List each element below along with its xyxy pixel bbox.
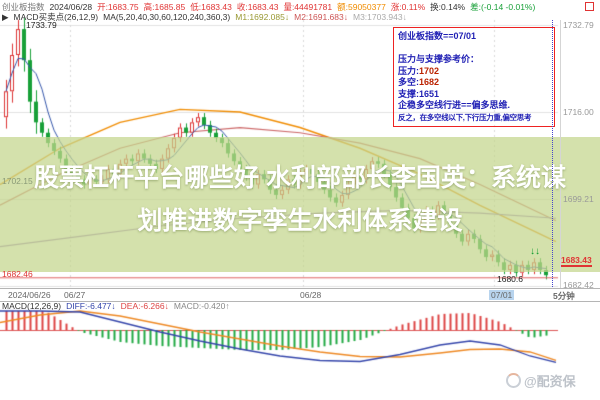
stat-item: 额:59050377 (337, 2, 386, 12)
annotation-line: 压力与支撑参考价： (398, 54, 480, 64)
annotation-line: 企稳多空线行进==偏多思维. (398, 100, 511, 110)
stat-item: ▶ (2, 12, 9, 22)
stat-item: 收:1683.43 (236, 2, 279, 12)
article-headline-overlay: 股票杠杆平台哪些好 水利部部长李国英：系统谋 划推进数字孪生水利体系建设 (0, 150, 600, 250)
crosshair-vline[interactable] (552, 20, 553, 297)
x-axis-date-3: 06/28 (300, 290, 322, 300)
stat-item: M1:1692.085↓ (235, 12, 290, 22)
stat-item: 开:1683.75 (97, 2, 139, 12)
annotation-line: 多空:1682 (398, 77, 440, 87)
buy-signal-arrows-icon: ↓↓ (530, 246, 540, 257)
stat-item: 创业板指数 (2, 2, 45, 12)
axis-divider (560, 20, 561, 288)
analysis-annotation-box: 创业板指数==07/01 压力与支撑参考价： 压力:1702 多空:1682 支撑:1… (393, 27, 555, 127)
y-axis-tick-4: 1682.42 (563, 280, 594, 290)
stat-item: 2024/06/28 (49, 2, 93, 12)
last-price-badge: 1683.43 (561, 255, 592, 267)
app-corner-icon[interactable] (585, 2, 594, 11)
stat-item: 差:(-0.14 -0.01%) (470, 2, 536, 12)
stat-item: 换:0.14% (430, 2, 466, 12)
indicator-header-bar[interactable]: ▶ MACD买卖点(26,12,9) MA(5,20,40,30,60,120,24… (2, 11, 412, 23)
watermark-text: @配资保 (524, 374, 576, 389)
stat-item: M3:1703.943↓ (352, 12, 407, 22)
stat-item: MACD(12,26,9) (2, 301, 62, 311)
y-axis-tick-2: 1716.00 (563, 107, 594, 117)
quote-header-bar: 创业板指数 2024/06/28 开:1683.75 高:1685.85 低:1683.… (2, 1, 540, 13)
stat-item: MACD:-0.420↑ (173, 301, 230, 311)
stat-item: 高:1685.85 (143, 2, 186, 12)
x-axis-date-2: 06/27 (64, 290, 86, 300)
stat-item: 低:1683.43 (190, 2, 232, 12)
watermark: @配资保 (506, 371, 576, 390)
stat-item: M2:1691.683↓ (294, 12, 348, 22)
annotation-line (398, 43, 550, 55)
annotation-line: 反之，在多空线以下,下行压力重,偏空思考 (398, 112, 532, 122)
stat-item: DEA:-6.266↓ (120, 301, 169, 311)
y-axis-tick-3: 1699.21 (563, 194, 594, 204)
headline-line-1: 股票杠杆平台哪些好 水利部部长李国英：系统谋 (34, 164, 566, 192)
headline-line-2: 划推进数字孪生水利体系建设 (137, 207, 463, 235)
signal-price-label: 1680.6 (497, 274, 523, 284)
y-axis-tick-1: 1732.79 (563, 20, 594, 30)
annotation-line: 创业板指数==07/01 (398, 31, 477, 41)
left-ma-value-label: 1702.15 (2, 176, 33, 186)
annotation-line: 支撑:1651 (398, 88, 440, 99)
x-axis-bar: 2024/06/26 06/27 06/28 07/01 5分钟 (0, 288, 600, 302)
high-price-label: 1733.79 (26, 20, 57, 30)
x-axis-date-4-selected[interactable]: 07/01 (489, 290, 515, 300)
stat-item: MACD买卖点(26,12,9) (13, 12, 99, 22)
x-axis-date-1: 2024/06/26 (8, 290, 51, 300)
stat-item: 量:44491781 (283, 2, 333, 12)
period-selector[interactable]: 5分钟 (553, 291, 575, 301)
stat-item: MA(5,20,40,30,60,120,240,360,3) (103, 12, 231, 22)
watermark-logo-icon (506, 373, 521, 388)
alert-line-price-label: 1682.46 (2, 269, 33, 279)
macd-indicator-bar[interactable]: MACD(12,26,9) DIFF:-6.477↓ DEA:-6.266↓ MACD… (2, 301, 235, 311)
stat-item: DIFF:-6.477↓ (66, 301, 116, 311)
annotation-line: 压力:1702 (398, 65, 440, 76)
stat-item: 涨:0.11% (390, 2, 426, 12)
highlight-band (0, 137, 600, 272)
